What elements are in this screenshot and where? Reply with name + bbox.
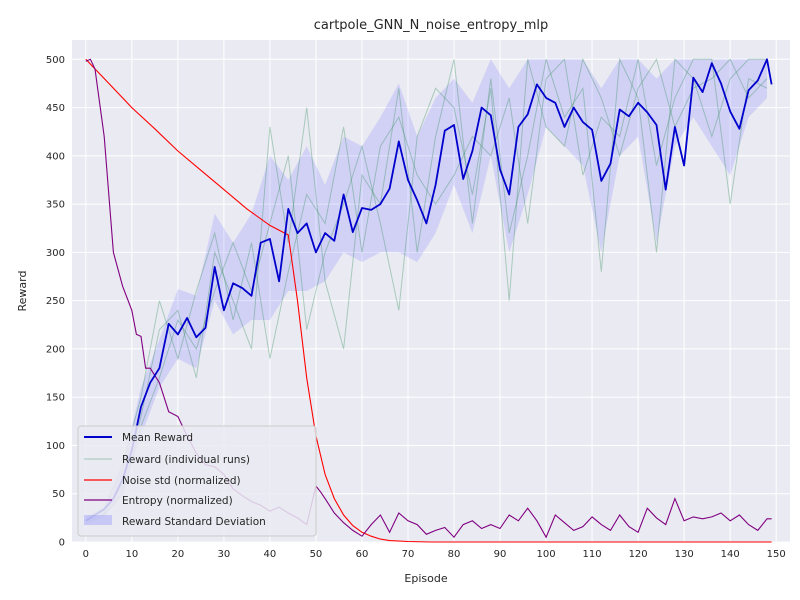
y-tick-label: 150: [46, 393, 65, 404]
entropy-layer: [85, 58, 772, 539]
legend-label-noise: Noise std (normalized): [122, 475, 241, 487]
x-tick-label: 80: [448, 549, 461, 560]
individual-runs-layer: [85, 57, 768, 526]
x-tick-label: 130: [675, 549, 694, 560]
chart-title: cartpole_GNN_N_noise_entropy_mlp: [314, 18, 549, 33]
y-axis-label: Reward: [16, 271, 29, 312]
x-tick-label: 70: [402, 549, 415, 560]
x-tick-label: 110: [583, 549, 602, 560]
x-tick-label: 100: [537, 549, 556, 560]
individual-run-line: [85, 57, 767, 524]
legend-box: [77, 425, 317, 537]
x-tick-label: 50: [310, 549, 323, 560]
y-tick-label: 350: [46, 200, 65, 211]
x-tick-label: 60: [356, 549, 369, 560]
y-tick-label: 50: [52, 489, 65, 500]
x-tick-label: 40: [264, 549, 277, 560]
std-band: [85, 59, 768, 523]
mean-layer: [85, 58, 773, 522]
x-ticks: 0 10 20 30 40 50 60 70 80 90 100 110 120 130 140 150: [83, 549, 786, 560]
y-tick-label: 450: [46, 103, 65, 114]
mean-reward-line: [85, 58, 773, 522]
x-tick-label: 0: [83, 549, 89, 560]
noise-std-line: [85, 58, 772, 543]
individual-run-line: [85, 57, 768, 526]
x-axis-label: Episode: [404, 572, 447, 585]
y-tick-label: 300: [46, 248, 65, 259]
entropy-line: [85, 58, 772, 539]
y-ticks: 0 50 100 150 200 250 300 350 400 450 500: [46, 55, 65, 549]
legend-label-mean: Mean Reward: [122, 432, 193, 444]
x-tick-label: 10: [125, 549, 138, 560]
y-tick-label: 400: [46, 151, 65, 162]
x-tick-label: 120: [629, 549, 648, 560]
x-tick-label: 90: [494, 549, 507, 560]
y-tick-label: 200: [46, 344, 65, 355]
x-tick-label: 150: [767, 549, 786, 560]
y-tick-label: 500: [46, 55, 65, 66]
x-tick-label: 20: [171, 549, 184, 560]
y-tick-label: 250: [46, 296, 65, 307]
x-tick-label: 30: [218, 549, 231, 560]
legend: Mean Reward Reward (individual runs) Noi…: [77, 425, 317, 537]
grid: [72, 40, 790, 543]
std-band-layer: [85, 59, 768, 523]
y-tick-label: 0: [59, 538, 65, 549]
legend-label-std: Reward Standard Deviation: [122, 516, 266, 528]
legend-label-entropy: Entropy (normalized): [122, 495, 233, 507]
legend-label-runs: Reward (individual runs): [122, 454, 250, 466]
individual-run-line: [85, 58, 768, 519]
x-tick-label: 140: [721, 549, 740, 560]
y-tick-label: 100: [46, 441, 65, 452]
legend-swatch-std: [84, 515, 112, 525]
noise-layer: [85, 58, 772, 543]
